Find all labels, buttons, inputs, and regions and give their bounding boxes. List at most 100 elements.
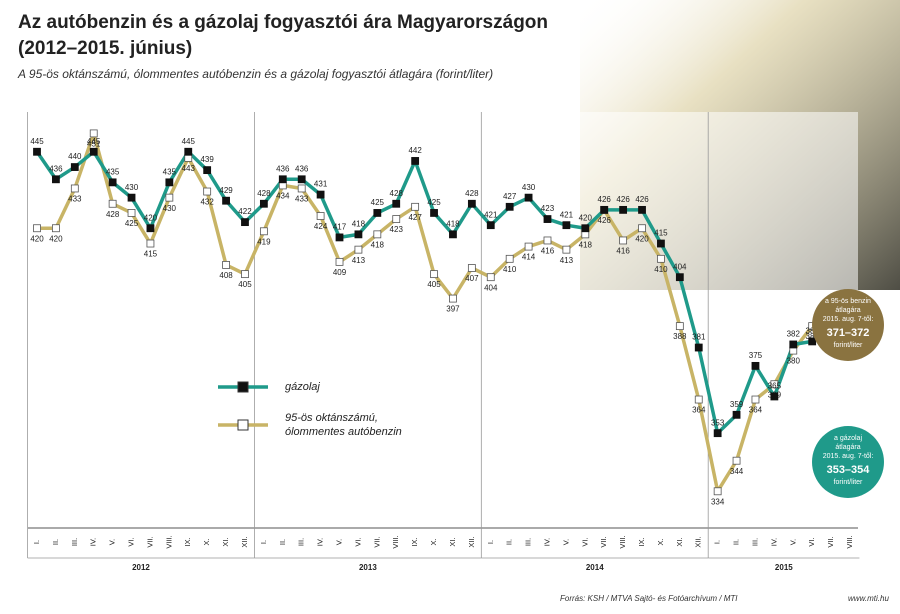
marker [600, 205, 609, 214]
x-tick-label: III. [750, 538, 759, 546]
value-label: 420 [635, 234, 649, 243]
marker [146, 224, 155, 233]
value-label: 426 [598, 195, 612, 204]
value-label: 431 [314, 180, 328, 189]
marker [297, 175, 306, 184]
marker [486, 273, 495, 282]
value-label: 428 [390, 189, 404, 198]
marker [770, 392, 779, 401]
value-label: 423 [390, 225, 404, 234]
x-tick-label: VI. [127, 537, 136, 546]
value-label: 364 [692, 406, 706, 415]
x-tick-label: V. [108, 539, 117, 545]
marker [562, 245, 571, 254]
value-label: 344 [730, 467, 744, 476]
value-label: 405 [427, 280, 441, 289]
marker [316, 212, 325, 220]
marker [70, 184, 79, 193]
x-tick-label: IV. [316, 538, 325, 546]
marker [411, 157, 420, 165]
value-label: 383 [806, 327, 820, 336]
marker [108, 199, 117, 208]
marker [619, 236, 628, 245]
value-label: 426 [598, 216, 612, 225]
marker [52, 175, 60, 184]
x-tick-label: II. [732, 539, 741, 545]
callout-unit: forint/liter [834, 342, 863, 349]
marker [524, 193, 533, 202]
value-label: 416 [616, 247, 630, 256]
marker [203, 166, 212, 175]
value-label: 397 [446, 305, 460, 314]
marker [165, 193, 174, 202]
value-label: 424 [314, 222, 328, 231]
marker [789, 340, 798, 349]
value-label: 408 [219, 271, 233, 280]
value-label: 410 [503, 265, 517, 274]
x-tick-label: VII. [826, 536, 835, 547]
x-tick-label: V. [334, 539, 343, 545]
value-label: 364 [749, 406, 763, 415]
x-tick-label: II. [505, 539, 514, 545]
marker [33, 224, 41, 233]
legend-label: ólommentes autóbenzin [285, 426, 402, 438]
marker [392, 199, 401, 208]
value-label: 425 [427, 198, 441, 207]
x-tick-label: XII. [694, 536, 703, 547]
value-label: 380 [787, 357, 801, 366]
marker [619, 205, 628, 214]
marker [694, 343, 703, 352]
marker [354, 230, 363, 239]
year-label: 2013 [359, 563, 377, 572]
x-tick-label: III. [524, 538, 533, 546]
marker [392, 215, 401, 223]
value-label: 420 [49, 234, 63, 243]
marker [430, 209, 438, 217]
marker [222, 261, 230, 269]
value-label: 428 [106, 210, 120, 219]
value-label: 359 [730, 400, 744, 409]
x-tick-label: VI. [807, 537, 816, 546]
marker [675, 322, 684, 331]
chart-subtitle: A 95-ös oktánszámú, ólommentes autóbenzi… [17, 67, 493, 81]
marker [89, 129, 98, 138]
value-label: 416 [541, 247, 555, 256]
marker [127, 209, 136, 217]
marker [562, 221, 571, 230]
value-label: 426 [635, 195, 649, 204]
marker [70, 163, 79, 171]
marker [638, 205, 646, 214]
marker [222, 196, 230, 205]
marker [751, 361, 760, 370]
marker [335, 233, 344, 242]
marker [505, 254, 514, 263]
marker [354, 245, 363, 254]
marker [335, 257, 344, 266]
value-label: 415 [144, 250, 158, 259]
chart-title: Az autóbenzin és a gázolaj fogyasztói ár… [18, 12, 548, 33]
marker [657, 239, 665, 248]
marker [732, 456, 741, 465]
marker [808, 337, 817, 346]
value-label: 404 [673, 262, 687, 271]
value-label: 421 [560, 210, 574, 219]
x-tick-label: XI. [221, 537, 230, 546]
value-label: 451 [87, 140, 101, 149]
marker [449, 294, 457, 303]
value-label: 428 [465, 189, 479, 198]
value-label: 417 [333, 223, 347, 232]
source: Forrás: KSH / MTVA Sajtó- és Fotóarchívu… [560, 594, 738, 603]
value-label: 418 [352, 219, 366, 228]
x-tick-label: IV. [89, 538, 98, 546]
marker [543, 215, 552, 223]
value-label: 435 [106, 167, 120, 176]
value-label: 418 [371, 240, 385, 249]
marker [694, 395, 703, 404]
marker [52, 224, 60, 233]
value-label: 404 [484, 283, 498, 292]
x-tick-label: X. [202, 538, 211, 545]
marker [373, 209, 382, 217]
value-label: 334 [711, 497, 725, 506]
website: www.mti.hu [848, 594, 889, 603]
